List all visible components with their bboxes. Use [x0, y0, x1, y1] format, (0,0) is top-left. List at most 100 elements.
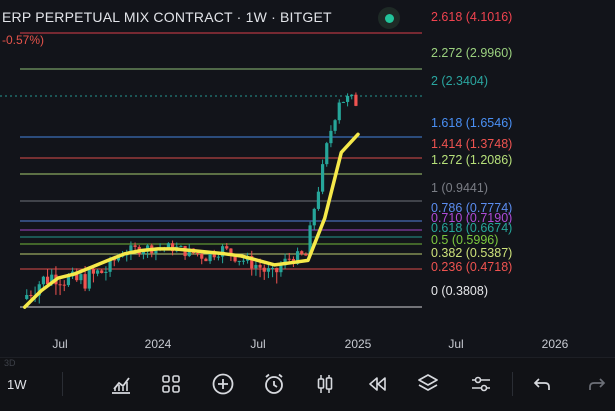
candle-body — [129, 245, 133, 254]
indicators-button[interactable] — [107, 370, 135, 398]
fib-label-1-618: 1.618 (1.6546) — [431, 116, 513, 130]
add-icon — [212, 373, 234, 395]
replay-button[interactable] — [363, 370, 391, 398]
candle-body — [100, 270, 104, 273]
candle-body — [79, 274, 83, 281]
candle-body — [295, 251, 300, 264]
candle-body — [108, 258, 112, 272]
candle-body — [345, 95, 350, 102]
candle-body — [166, 243, 171, 248]
candle-body — [354, 94, 358, 106]
fib-label-2-618: 2.618 (4.1016) — [431, 10, 513, 24]
redo-icon — [589, 378, 606, 390]
candle-body — [341, 101, 346, 103]
fib-label-1-414: 1.414 (1.3748) — [431, 137, 513, 151]
bottom-toolbar: 3D 1W — [0, 357, 615, 411]
candle-body — [104, 271, 108, 273]
fib-label-0-382: 0.382 (0.5387) — [431, 246, 513, 260]
x-axis-label: 2025 — [344, 337, 372, 351]
fib-label-0-236: 0.236 (0.4718) — [431, 260, 513, 274]
templates-grid-icon — [162, 375, 180, 393]
candle-body — [58, 284, 62, 286]
candle-body — [320, 164, 325, 192]
candle-body — [141, 251, 146, 255]
fib-label-0: 0 (0.3808) — [431, 284, 488, 298]
live-dot-icon — [384, 13, 394, 23]
alert-button[interactable] — [260, 370, 288, 398]
chart-type-candles-icon — [317, 375, 333, 393]
candle-body — [258, 264, 262, 268]
candle-body — [212, 252, 216, 258]
candle-body — [187, 248, 191, 257]
candle-body — [116, 256, 121, 261]
price-change: -0.57%) — [2, 33, 45, 47]
candle-body — [29, 295, 33, 297]
candle-body — [179, 246, 183, 248]
x-axis-label: 2026 — [541, 337, 569, 351]
candle-body — [83, 274, 87, 289]
fib-label-2-272: 2.272 (2.9960) — [431, 46, 513, 60]
redo-button[interactable] — [583, 370, 611, 398]
add-button[interactable] — [209, 370, 237, 398]
candle-body — [237, 260, 241, 262]
layers-icon — [418, 374, 438, 391]
candle-body — [66, 276, 71, 286]
alert-clock-icon — [265, 373, 283, 394]
candle-body — [95, 270, 100, 274]
undo-icon — [533, 378, 550, 390]
candle-body — [300, 251, 304, 255]
candle-body — [233, 254, 237, 262]
candle-body — [275, 267, 279, 273]
candle-body — [229, 248, 233, 255]
candle-body — [45, 276, 50, 285]
fib-label-2: 2 (2.3404) — [431, 74, 488, 88]
candle-body — [225, 246, 229, 249]
chart-type-button[interactable] — [311, 370, 339, 398]
chart-title: ERP PERPETUAL MIX CONTRACT · 1W · BITGET — [2, 9, 332, 25]
chart-area[interactable]: ERP PERPETUAL MIX CONTRACT · 1W · BITGET… — [0, 0, 615, 357]
layers-button[interactable] — [414, 370, 442, 398]
fib-label-0-71: 0.710 (0.7190) — [431, 211, 513, 225]
candle-body — [337, 102, 341, 121]
x-axis-label: Jul — [52, 337, 68, 351]
candle-body — [316, 191, 321, 209]
candle-body — [91, 269, 96, 274]
candle-body — [41, 276, 46, 285]
price-chart[interactable] — [0, 0, 615, 357]
candle-body — [50, 274, 54, 285]
candle-body — [204, 258, 208, 262]
candle-body — [270, 267, 275, 269]
candle-body — [241, 260, 246, 262]
candle-body — [37, 284, 41, 296]
candle-body — [216, 256, 221, 258]
x-axis-label: Jul — [250, 337, 266, 351]
live-status-indicator[interactable] — [378, 7, 400, 29]
fib-label-1: 1 (0.9441) — [431, 181, 488, 195]
candle-body — [279, 265, 283, 273]
toolbar-divider — [62, 372, 63, 396]
interval-selector[interactable]: 1W — [7, 377, 27, 392]
candle-body — [333, 120, 337, 131]
undo-button[interactable] — [528, 370, 556, 398]
candle-body — [329, 130, 333, 144]
candle-body — [304, 254, 308, 256]
candle-body — [266, 268, 271, 272]
x-axis-label: Jul — [448, 337, 464, 351]
templates-button[interactable] — [157, 370, 185, 398]
candle-body — [195, 253, 200, 255]
settings-button[interactable] — [467, 370, 495, 398]
candle-body — [262, 267, 266, 272]
candle-body — [133, 245, 137, 247]
settings-sliders-icon — [472, 376, 490, 392]
fib-label-0-618: 0.618 (0.6674) — [431, 221, 513, 235]
candle-body — [287, 258, 291, 260]
candle-body — [254, 264, 258, 269]
candle-body — [25, 295, 29, 299]
moving-average-line — [22, 132, 360, 309]
candle-body — [208, 252, 212, 262]
interval-option-faint[interactable]: 3D — [4, 358, 16, 368]
candle-body — [75, 271, 79, 281]
candle-body — [350, 94, 354, 96]
candle-body — [312, 208, 316, 226]
fib-label-1-272: 1.272 (1.2086) — [431, 153, 513, 167]
